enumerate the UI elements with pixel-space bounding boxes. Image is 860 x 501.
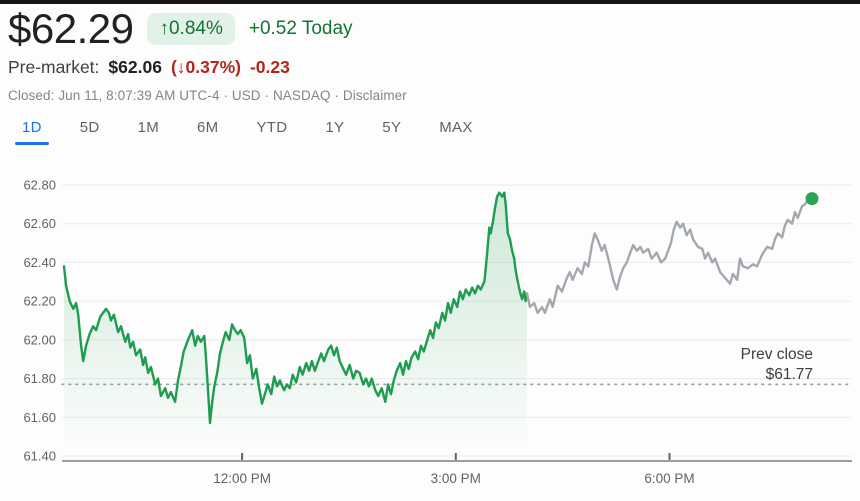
y-axis-label: 62.60 <box>23 216 56 231</box>
prev-close-value: $61.77 <box>766 366 813 383</box>
y-axis-label: 62.80 <box>23 178 56 193</box>
market-hours-fill <box>64 192 527 458</box>
y-axis-label: 62.20 <box>23 294 56 309</box>
market-status-row: Closed: Jun 11, 8:07:39 AM UTC-4 · USD ·… <box>8 88 407 103</box>
premarket-label: Pre-market: <box>8 57 100 77</box>
x-axis-label: 6:00 PM <box>644 471 694 486</box>
tab-1d[interactable]: 1D <box>15 119 49 145</box>
tab-1y[interactable]: 1Y <box>325 119 345 136</box>
latest-price-dot <box>805 192 819 206</box>
change-today: +0.52 Today <box>248 18 353 39</box>
tab-6m[interactable]: 6M <box>197 119 219 136</box>
x-axis-label: 3:00 PM <box>431 471 481 486</box>
tab-5y[interactable]: 5Y <box>382 119 402 136</box>
tab-ytd[interactable]: YTD <box>256 119 288 136</box>
y-axis-label: 61.60 <box>23 410 56 425</box>
top-border-bar <box>0 0 860 4</box>
prev-close-label: Prev close <box>741 346 813 363</box>
price-header: $62.29 ↑ 0.84% +0.52 Today <box>8 6 353 52</box>
disclaimer-link[interactable]: Disclaimer <box>342 88 407 103</box>
premarket-row: Pre-market: $62.06 (↓0.37%) -0.23 <box>8 57 290 78</box>
tab-1m[interactable]: 1M <box>137 119 159 136</box>
tab-max[interactable]: MAX <box>439 119 473 136</box>
up-arrow-icon: ↑ <box>159 18 169 39</box>
premarket-change: -0.23 <box>249 57 290 77</box>
market-hours-line <box>62 191 529 425</box>
current-price: $62.29 <box>8 5 134 52</box>
market-status-text: Closed: Jun 11, 8:07:39 AM UTC-4 · USD ·… <box>8 88 340 103</box>
range-tabs: 1D 5D 1M 6M YTD 1Y 5Y MAX <box>15 119 473 145</box>
y-axis-label: 61.80 <box>23 371 56 386</box>
premarket-percent-with-down-arrow: (↓0.37%) <box>170 57 241 77</box>
tab-5d[interactable]: 5D <box>79 119 100 136</box>
y-axis-label: 62.40 <box>23 255 56 270</box>
y-axis-label: 61.40 <box>23 449 56 464</box>
change-percent: 0.84% <box>168 18 223 39</box>
change-percent-badge: ↑ 0.84% <box>147 13 235 45</box>
after-hours-line <box>525 197 814 314</box>
y-axis-label: 62.00 <box>23 332 56 347</box>
premarket-price: $62.06 <box>108 57 162 77</box>
x-axis-label: 12:00 PM <box>213 471 271 486</box>
